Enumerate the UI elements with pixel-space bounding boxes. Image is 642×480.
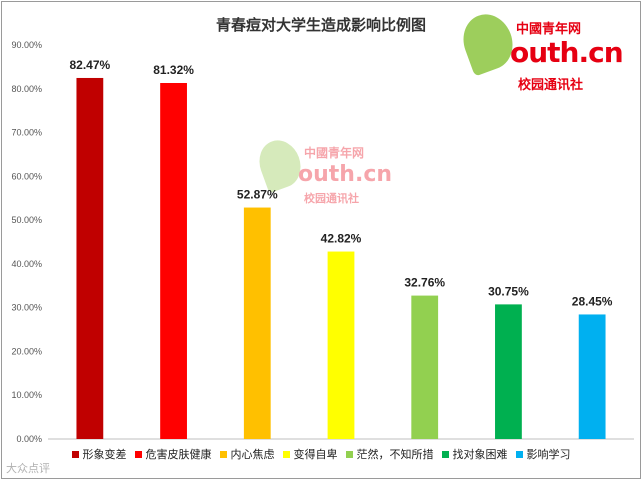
legend-item-4: 变得自卑 (282, 446, 338, 462)
image-credit: 大众点评 (6, 462, 50, 475)
legend-label: 影响学习 (526, 448, 571, 461)
watermark-domain: outh.cn (298, 162, 393, 187)
y-tick-label: 20.00% (11, 346, 42, 356)
data-label-7: 28.45% (572, 294, 613, 308)
legend-label: 找对象困难 (452, 448, 508, 461)
legend-item-7: 影响学习 (515, 446, 571, 462)
bar-6 (495, 304, 522, 439)
data-label-4: 42.82% (321, 232, 362, 246)
chart-legend: 形象变差 危害皮肤健康 内心焦虑 变得自卑 茫然，不知所措 找对象困难 影响学习 (2, 446, 640, 462)
youth-logo: 中國青年网 outh.cn 校园通讯社 (455, 7, 632, 94)
y-tick-label: 50.00% (11, 215, 42, 225)
data-label-5: 32.76% (404, 276, 445, 290)
watermark-brand: 中國青年网 (304, 146, 365, 160)
legend-swatch (345, 450, 353, 458)
chart-title: 青春痘对大学生造成影响比例图 (215, 16, 426, 34)
legend-item-5: 茫然，不知所措 (345, 446, 434, 462)
bar-1 (76, 77, 104, 440)
logo-brand: 中國青年网 (516, 18, 581, 37)
data-label-3: 52.87% (237, 188, 278, 202)
y-tick-label: 30.00% (11, 303, 42, 313)
bar-5 (411, 295, 439, 439)
y-tick-label: 0.00% (16, 434, 42, 444)
legend-swatch (515, 450, 523, 458)
bar-4 (327, 251, 355, 439)
logo-brand-cn: 中國 (516, 22, 543, 37)
logo-brand-line: 青年网 (542, 22, 582, 37)
y-tick-label: 90.00% (11, 40, 42, 50)
logo-sub: 校园通讯社 (518, 78, 584, 93)
legend-item-2: 危害皮肤健康 (134, 446, 212, 462)
legend-label: 形象变差 (82, 448, 127, 461)
legend-swatch (282, 450, 290, 458)
y-tick-label: 40.00% (11, 259, 42, 269)
watermark-logo: 中國青年网 outh.cn 校园通讯社 (252, 132, 400, 212)
data-label-2: 81.32% (153, 63, 194, 77)
legend-label: 变得自卑 (293, 448, 338, 461)
data-label-1: 82.47% (70, 58, 111, 72)
logo-domain: outh.cn (510, 36, 624, 69)
y-tick-label: 80.00% (11, 84, 42, 94)
legend-label: 茫然，不知所措 (356, 448, 434, 461)
y-tick-label: 70.00% (11, 128, 42, 138)
y-tick-label: 10.00% (11, 390, 42, 400)
legend-label: 内心焦虑 (230, 448, 275, 461)
legend-item-1: 形象变差 (71, 446, 127, 462)
data-label-6: 30.75% (488, 284, 529, 298)
legend-swatch (441, 450, 449, 458)
legend-swatch (134, 450, 142, 458)
legend-item-3: 内心焦虑 (219, 446, 275, 462)
legend-label: 危害皮肤健康 (145, 448, 212, 461)
legend-swatch (71, 450, 79, 458)
watermark-sub: 校园通讯社 (304, 192, 359, 205)
y-tick-label: 60.00% (11, 171, 42, 181)
bar-7 (578, 314, 606, 439)
legend-swatch (219, 450, 227, 458)
bar-2 (160, 82, 187, 439)
bar-3 (243, 207, 271, 439)
legend-item-6: 找对象困难 (441, 446, 508, 462)
